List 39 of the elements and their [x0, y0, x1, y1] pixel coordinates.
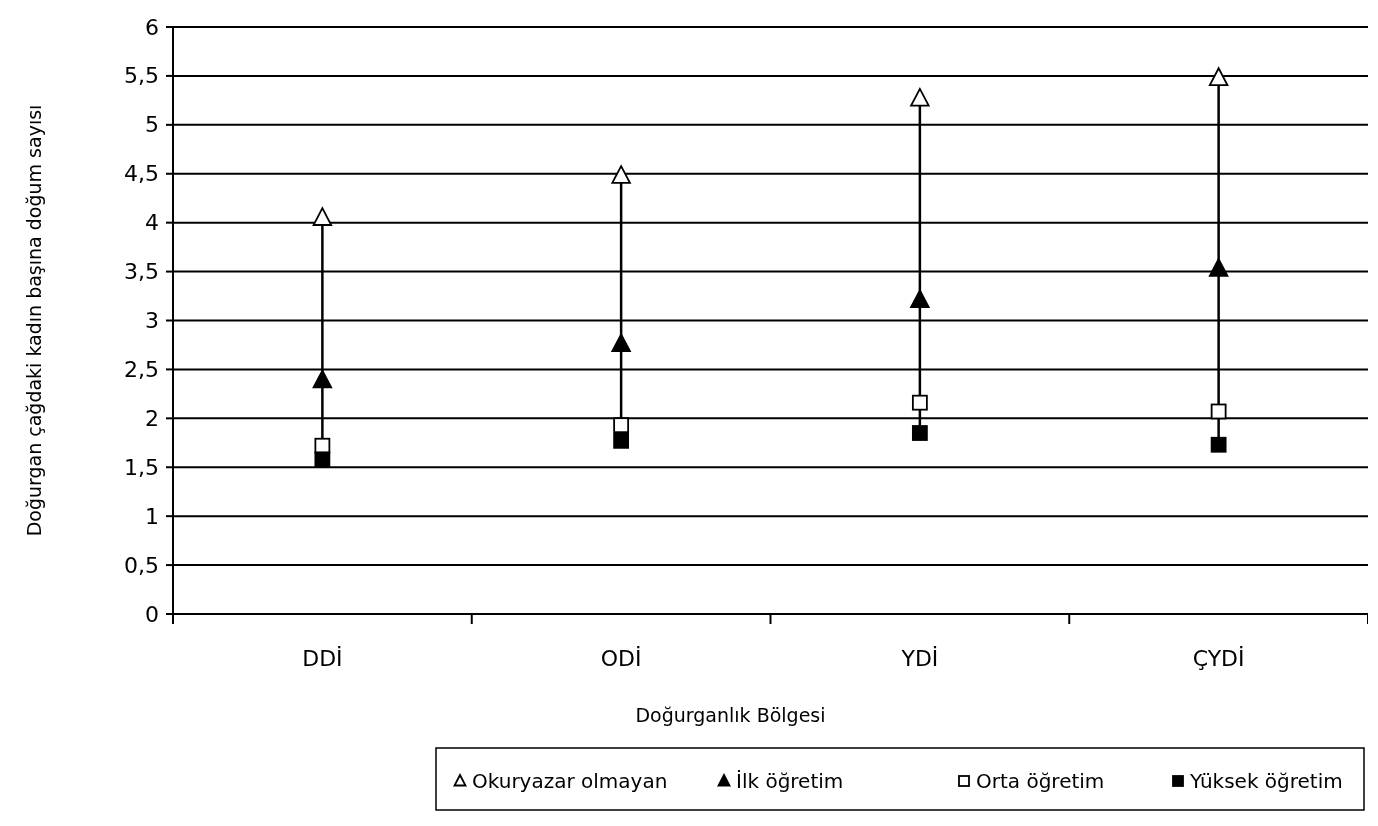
y-tick-label: 3,5	[124, 259, 159, 285]
y-tick-label: 4,5	[124, 161, 159, 187]
point	[611, 333, 631, 353]
point	[1208, 258, 1229, 277]
y-tick-label: 5	[145, 112, 159, 138]
x-tick-label: ÇYDİ	[1192, 646, 1245, 671]
y-tick-label: 0	[145, 601, 159, 627]
legend-label: İlk öğretim	[736, 769, 844, 793]
y-tick-label: 4	[145, 210, 159, 236]
y-tick-label: 0,5	[124, 552, 159, 578]
y-axis-title: Doğurgan çağdaki kadın başına doğum sayısı	[23, 104, 45, 537]
y-tick-label: 1	[145, 503, 159, 529]
point	[611, 165, 631, 184]
point	[613, 432, 630, 449]
y-tick-label: 3	[145, 308, 159, 333]
point	[1210, 403, 1227, 420]
point	[911, 425, 928, 441]
x-tick-label: ODİ	[600, 646, 642, 671]
x-axis-title: Doğurganlık Bölgesi	[635, 704, 826, 726]
point	[911, 394, 928, 411]
legend-label: Yüksek öğretim	[1189, 769, 1343, 793]
y-tick-label: 2	[145, 405, 159, 431]
point	[314, 451, 331, 468]
point	[312, 207, 333, 226]
point	[314, 437, 331, 454]
point	[910, 289, 930, 309]
point	[613, 417, 630, 434]
point	[1210, 436, 1227, 453]
y-tick-label: 5,5	[124, 63, 159, 89]
y-tick-label: 2,5	[124, 356, 159, 382]
point	[312, 369, 333, 389]
y-tick-label: 1,5	[124, 454, 159, 480]
point	[1208, 67, 1229, 86]
legend-label: Okuryazar olmayan	[472, 769, 668, 793]
legend-label: Orta öğretim	[976, 769, 1105, 793]
y-tick-label: 6	[145, 14, 159, 40]
x-tick-label: YDİ	[900, 646, 939, 671]
point	[910, 87, 930, 107]
x-tick-label: DDİ	[302, 646, 343, 671]
